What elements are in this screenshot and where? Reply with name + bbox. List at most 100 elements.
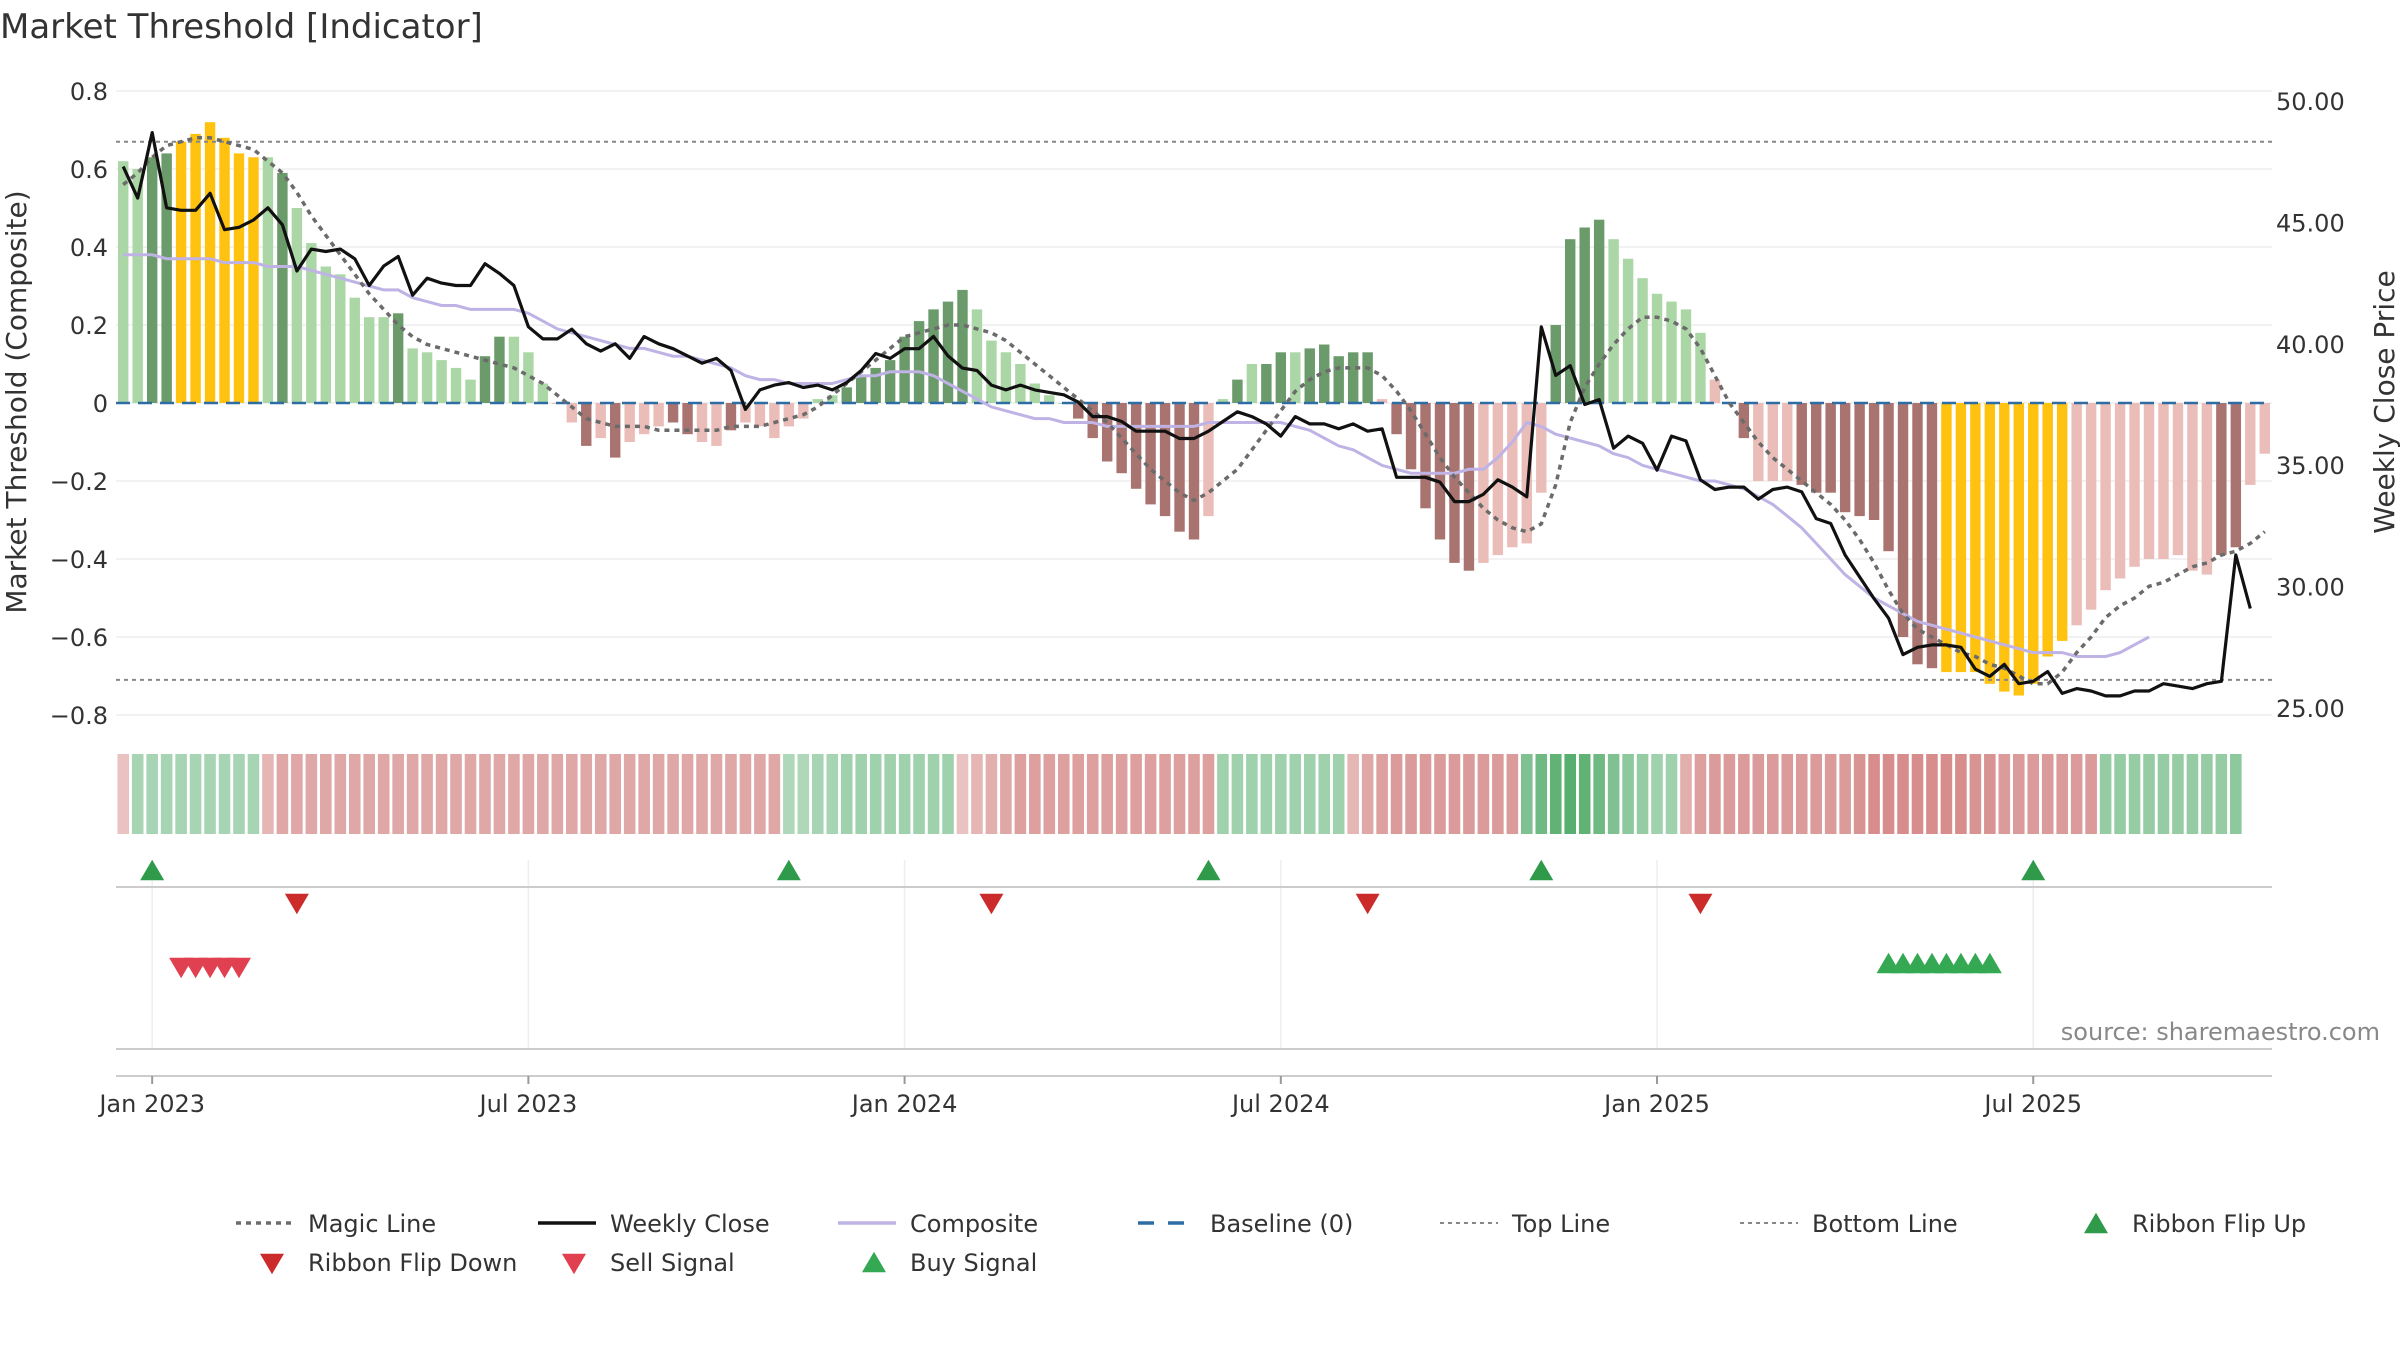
composite-bar <box>1347 352 1359 403</box>
composite-bar <box>1405 403 1417 470</box>
ribbon-cell <box>1130 754 1142 834</box>
y-left-label: Market Threshold (Composite) <box>0 190 33 613</box>
ribbon-cell <box>1723 754 1736 834</box>
legend-item-magic-line: Magic Line <box>236 1210 436 1238</box>
legend-label: Baseline (0) <box>1210 1210 1353 1238</box>
composite-bar <box>2245 403 2256 485</box>
ribbon-cell <box>667 754 679 834</box>
ribbon-cell <box>1086 754 1099 834</box>
composite-bar <box>320 266 332 403</box>
ribbon-cell <box>1882 754 1895 834</box>
composite-bar <box>1174 403 1185 532</box>
composite-bar <box>1044 395 1055 403</box>
legend-item-weekly-close: Weekly Close <box>538 1210 770 1238</box>
ribbon-cell <box>1694 754 1707 834</box>
series-lines <box>116 131 2272 698</box>
composite-bar <box>928 309 939 403</box>
composite-bar <box>1029 383 1041 403</box>
ribbon-cell <box>913 754 925 834</box>
ribbon-cell <box>1665 754 1678 834</box>
ribbon-cell <box>1752 754 1765 834</box>
composite-bar <box>132 169 143 403</box>
ribbon-cell <box>1434 754 1446 834</box>
sell-signal-marker <box>226 957 251 979</box>
composite-bar <box>1116 403 1127 474</box>
composite-bar <box>1680 309 1692 403</box>
ribbon-cell <box>233 754 245 834</box>
ribbon-cell <box>131 754 144 834</box>
composite-bar <box>2172 403 2184 556</box>
ribbon-cell <box>696 754 708 834</box>
composite-bar <box>407 348 418 403</box>
legend-label: Buy Signal <box>910 1249 1037 1277</box>
ribbon-cell <box>1159 754 1171 834</box>
ribbon-cell <box>725 754 737 834</box>
chart-title: Market Threshold [Indicator] <box>0 7 483 47</box>
legend-swatch <box>562 1253 586 1275</box>
composite-bar <box>1796 403 1807 485</box>
composite-bar <box>1883 403 1894 552</box>
ribbon-cell <box>291 754 303 834</box>
legend-swatch <box>862 1251 886 1273</box>
ribbon-cell <box>522 754 535 834</box>
ribbon-cell <box>1029 754 1041 834</box>
composite-bar <box>1839 403 1851 513</box>
ribbon-cell <box>710 754 723 834</box>
composite-bar <box>884 360 896 403</box>
composite-bar <box>1261 364 1272 403</box>
ribbon-cell <box>348 754 361 834</box>
composite-bar <box>219 137 230 404</box>
ribbon-cell <box>2114 754 2126 834</box>
x-tick-label: Jul 2023 <box>478 1090 578 1118</box>
ribbon-cell <box>1072 754 1085 834</box>
composite-bar <box>1101 403 1113 462</box>
composite-bar <box>1651 293 1663 403</box>
ribbon-cell <box>2230 754 2242 834</box>
composite-bar <box>812 399 823 403</box>
ribbon-cell <box>1231 754 1244 834</box>
legend-item-ribbon-flip-up: Ribbon Flip Up <box>2084 1210 2306 1238</box>
ribbon-cell <box>464 754 477 834</box>
composite-bar <box>1810 403 1822 493</box>
y-right-tick: 30.00 <box>2276 574 2345 602</box>
legend-swatch <box>260 1253 284 1275</box>
ribbon-cell <box>956 754 969 834</box>
composite-bar <box>1955 403 1967 673</box>
x-tick-label: Jan 2025 <box>1602 1090 1710 1118</box>
ribbon-cell <box>160 754 173 834</box>
composite-bar <box>1188 403 1200 540</box>
composite-bar <box>870 367 881 403</box>
composite-bar <box>581 403 592 446</box>
composite-bar <box>1622 258 1634 403</box>
ribbon-cell <box>1318 754 1331 834</box>
composite-bar <box>1984 403 1996 684</box>
composite-bar <box>1941 403 1952 673</box>
ribbon-cell <box>797 754 810 834</box>
ribbon-cell <box>1781 754 1794 834</box>
composite-bar <box>2013 403 2024 696</box>
ribbon-cell <box>1289 754 1302 834</box>
composite-bar <box>2201 403 2213 575</box>
composite-bar <box>1087 403 1098 439</box>
legend-item-bottom-line: Bottom Line <box>1740 1210 1958 1238</box>
ribbon-cell <box>1622 754 1634 834</box>
composite-bar <box>494 336 505 403</box>
buy-signal-marker <box>1977 952 2002 974</box>
composite-bar <box>1999 403 2010 692</box>
composite-bar <box>711 403 722 446</box>
ribbon-cell <box>1969 754 1982 834</box>
ribbon-cell <box>580 754 593 834</box>
ribbon-cell <box>2215 754 2228 834</box>
composite-bar <box>899 336 910 403</box>
composite-bar <box>450 367 462 403</box>
ribbon-cell <box>1492 754 1504 834</box>
ribbon-cell <box>768 754 781 834</box>
ribbon-cell <box>1014 754 1027 834</box>
legend-label: Weekly Close <box>610 1210 770 1238</box>
ribbon-cell <box>1680 754 1692 834</box>
ribbon-cell <box>1217 754 1229 834</box>
composite-bar <box>754 403 766 427</box>
legend-item-buy-signal: Buy Signal <box>862 1249 1037 1277</box>
composite-bar <box>2143 403 2155 559</box>
